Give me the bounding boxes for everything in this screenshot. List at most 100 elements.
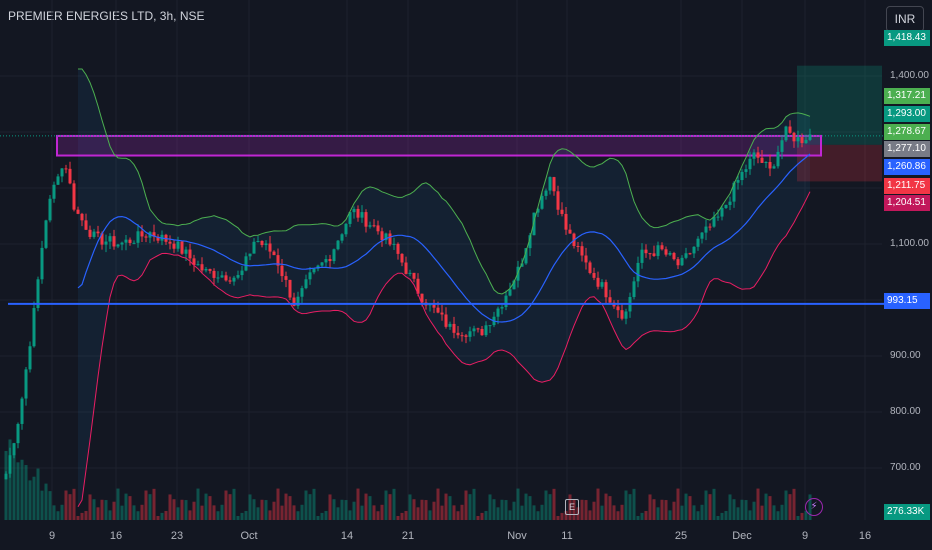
volume-bar <box>148 494 152 520</box>
candle <box>172 243 176 249</box>
volume-bar <box>356 488 360 520</box>
volume-bar <box>552 488 556 520</box>
candle <box>132 242 136 244</box>
candle <box>504 295 508 308</box>
candle <box>528 235 532 249</box>
candle <box>20 398 24 424</box>
candle <box>800 137 804 144</box>
candle <box>220 275 224 278</box>
candle <box>292 297 296 306</box>
resistance-zone <box>56 134 822 157</box>
volume-bar <box>112 501 116 520</box>
volume-bar <box>40 490 44 520</box>
volume-bar <box>504 500 508 520</box>
candle <box>324 259 328 263</box>
candle <box>736 180 740 183</box>
candle <box>48 198 52 221</box>
volume-bar <box>668 510 672 520</box>
price-tag: 276.33K <box>884 504 930 520</box>
candle <box>100 233 104 245</box>
candle <box>340 234 344 241</box>
candle <box>360 212 364 218</box>
volume-bar <box>196 488 200 520</box>
candle <box>124 239 128 243</box>
candle <box>300 288 304 297</box>
candle <box>348 212 352 224</box>
volume-bar <box>280 505 284 520</box>
candle <box>524 248 528 264</box>
candle <box>700 232 704 239</box>
bolt-icon[interactable]: ⚡ <box>805 498 823 516</box>
candle <box>500 307 504 309</box>
candle <box>452 323 456 333</box>
volume-bar <box>616 511 620 520</box>
volume-bar <box>360 505 364 520</box>
volume-bar <box>156 516 160 520</box>
earnings-icon[interactable]: E <box>565 499 579 515</box>
candle <box>388 233 392 245</box>
volume-bar <box>492 499 496 520</box>
x-tick-label: 16 <box>858 530 872 542</box>
volume-bar <box>436 488 440 520</box>
candle <box>768 162 772 169</box>
candle <box>404 262 408 274</box>
candle <box>216 277 220 279</box>
volume-bar <box>336 507 340 520</box>
volume-bar <box>648 494 652 520</box>
candle <box>680 257 684 266</box>
volume-bar <box>532 505 536 520</box>
volume-bar <box>560 512 564 520</box>
volume-bar <box>96 507 100 520</box>
candle <box>488 325 492 327</box>
volume-bar <box>444 493 448 520</box>
volume-bar <box>524 493 528 520</box>
x-tick-label: 21 <box>401 530 415 542</box>
volume-bar <box>152 488 156 520</box>
volume-bar <box>680 505 684 520</box>
candle <box>440 312 444 315</box>
candle <box>60 168 64 177</box>
volume-bar <box>412 499 416 520</box>
candle <box>136 231 140 243</box>
candle <box>508 289 512 296</box>
bollinger-upper <box>78 68 811 295</box>
candle <box>380 231 384 241</box>
volume-bar <box>268 510 272 520</box>
volume-bar <box>104 500 108 520</box>
candle <box>224 275 228 281</box>
volume-bar <box>84 510 88 520</box>
candle <box>728 201 732 205</box>
candle <box>496 308 500 317</box>
candle <box>332 249 336 262</box>
candle <box>420 293 424 303</box>
candle <box>212 270 216 278</box>
volume-bar <box>604 493 608 520</box>
candle <box>272 251 276 256</box>
candle <box>56 176 60 185</box>
volume-bar <box>244 510 248 520</box>
volume-bar <box>516 488 520 520</box>
volume-bar <box>572 499 576 520</box>
volume-bar <box>700 504 704 520</box>
volume-bar <box>484 510 488 520</box>
x-tick-label: 16 <box>109 530 123 542</box>
candle <box>376 225 380 232</box>
volume-bar <box>200 505 204 520</box>
candle <box>196 264 200 266</box>
candle <box>240 270 244 276</box>
candle <box>400 253 404 263</box>
candle <box>320 262 324 266</box>
x-tick-label: Nov <box>507 530 527 542</box>
volume-bar <box>636 516 640 520</box>
volume-bar <box>304 490 308 520</box>
volume-bar <box>740 499 744 520</box>
price-tag: 1,260.86 <box>884 159 930 175</box>
candle <box>624 311 628 319</box>
candle <box>716 216 720 218</box>
volume-bar <box>404 510 408 520</box>
candle <box>244 256 248 271</box>
candle <box>556 191 560 210</box>
volume-bar <box>708 494 712 520</box>
volume-bar <box>56 511 60 520</box>
